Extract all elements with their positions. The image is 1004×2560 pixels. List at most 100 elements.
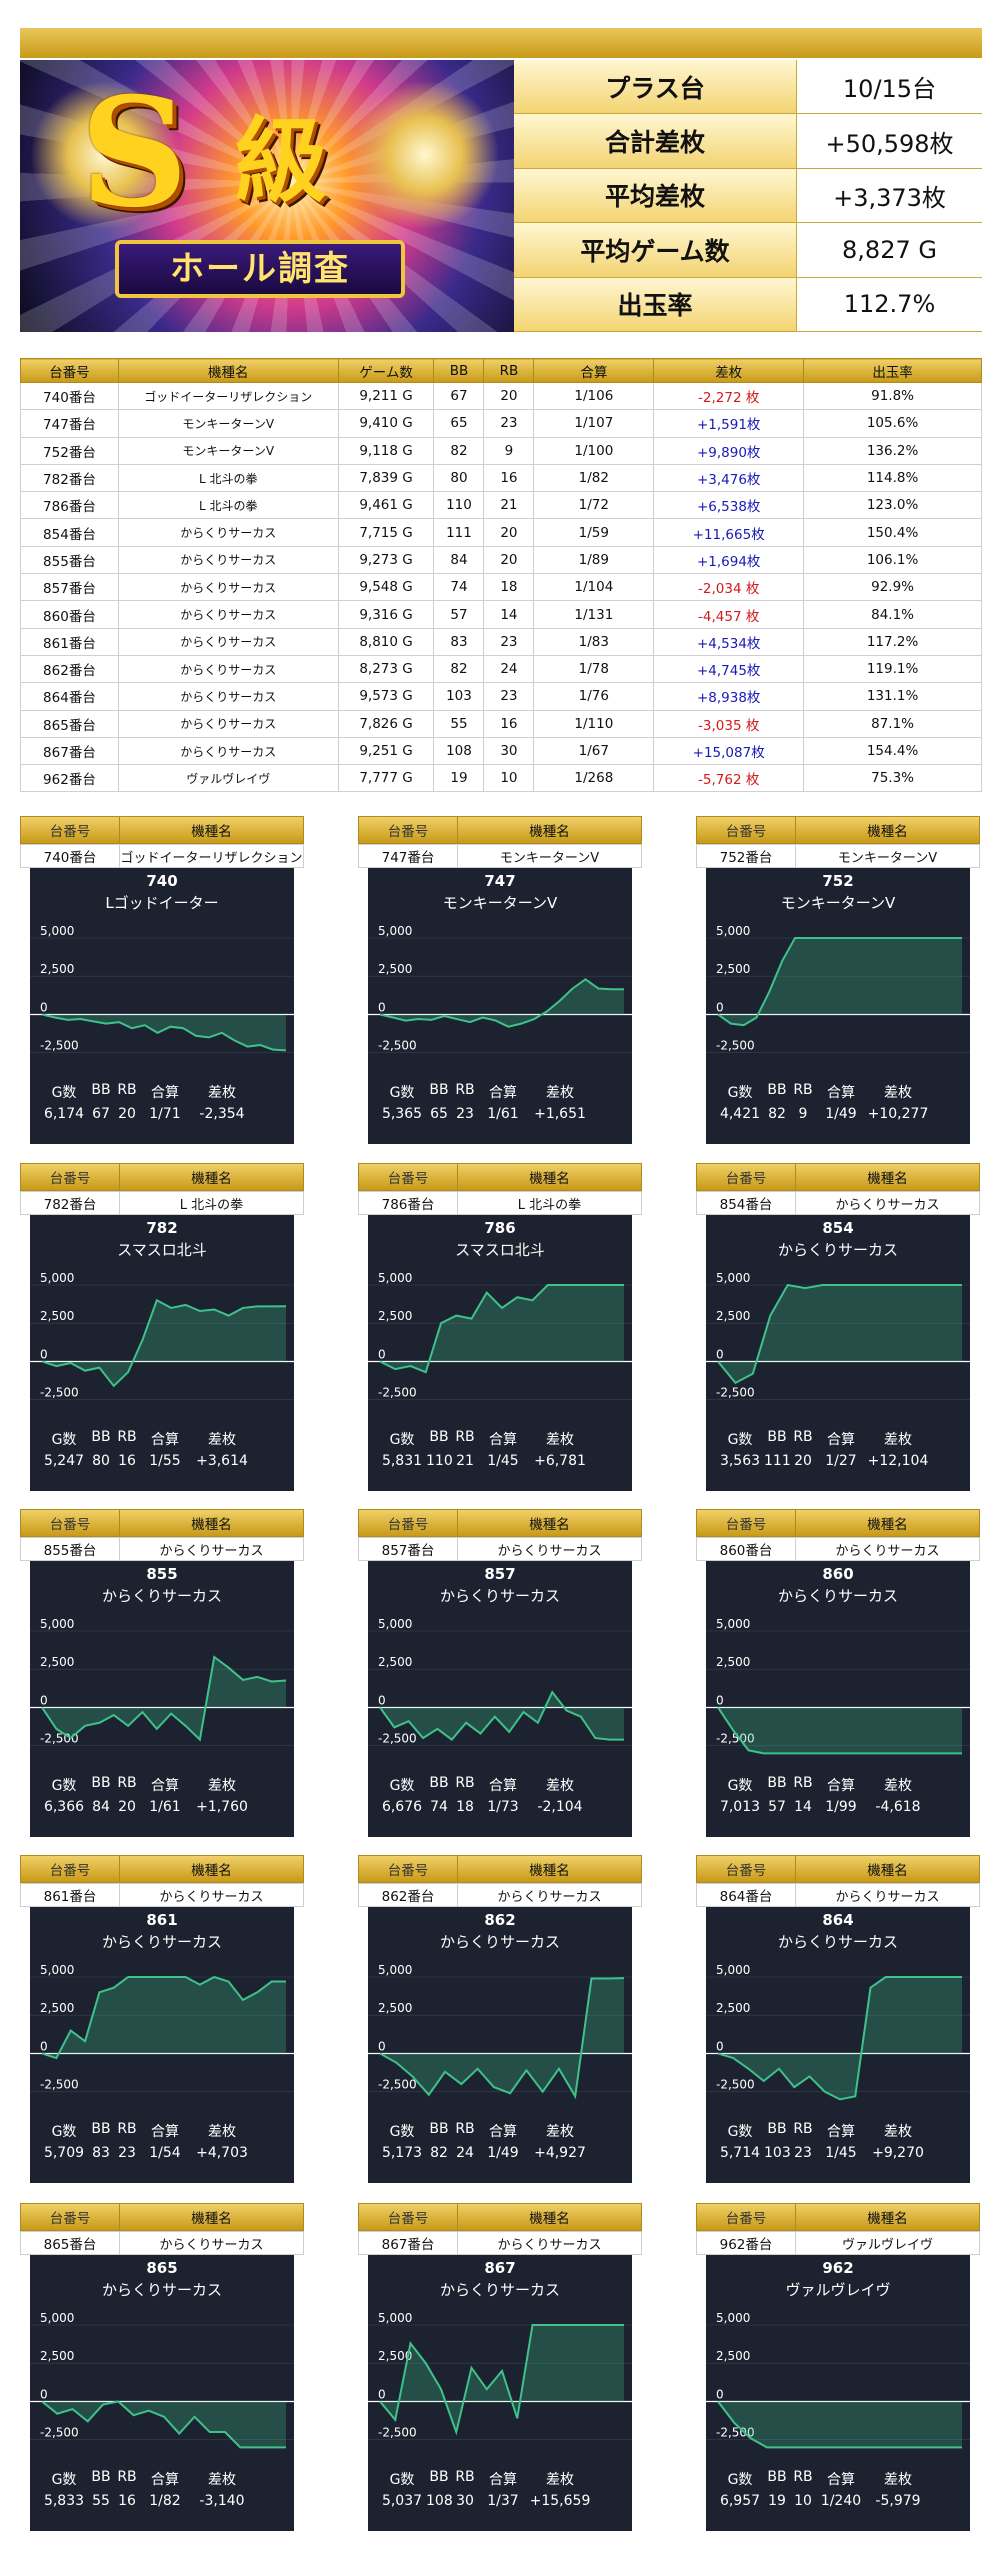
- stat-value: +15,659: [529, 2493, 591, 2509]
- card-header: 台番号 機種名: [358, 2203, 642, 2231]
- stat-header: 差枚: [546, 1085, 574, 1101]
- stat-value: 5,831: [381, 1453, 423, 1469]
- summary-label: 出玉率: [514, 277, 797, 331]
- y-tick-label: 5,000: [716, 924, 750, 938]
- table-cell: 23: [483, 682, 535, 711]
- card-header-model: 機種名: [796, 2203, 980, 2231]
- machine-card: 台番号 機種名 861番台 からくりサーカス 861 からくりサーカス 5,000 2,500…: [20, 1855, 304, 2183]
- stat-header: RB: [793, 2121, 813, 2137]
- card-machine-model: からくりサーカス: [458, 1883, 642, 1907]
- table-cell: -5,762 枚: [653, 764, 805, 793]
- chart-machine-title: からくりサーカス: [101, 1933, 222, 1951]
- stat-header: BB: [429, 1775, 449, 1791]
- stat-value: 5,365: [381, 1106, 423, 1122]
- table-row: 860番台 からくりサーカス 9,316 G 57 14 1/131 -4,457 枚 84.…: [20, 600, 982, 629]
- logo-letter: S: [80, 65, 189, 241]
- table-cell: -3,035 枚: [653, 709, 805, 738]
- table-cell: 108: [433, 736, 485, 766]
- y-tick-label: 0: [40, 2387, 48, 2401]
- stat-value: 103: [764, 2145, 791, 2161]
- table-cell: 752番台: [20, 436, 119, 465]
- slump-chart: 747 モンキーターンV 5,000 2,500 0 -2,500 G数 BB RB 合算 差枚 5,…: [368, 868, 632, 1144]
- series-line: [717, 937, 962, 1027]
- table-cell: 19: [433, 764, 485, 793]
- summary-table: プラス台 10/15台 合計差枚 +50,598枚 平均差枚 +3,373枚 平均ゲーム数 8…: [514, 60, 982, 332]
- y-tick-label: 2,500: [378, 2349, 412, 2363]
- card-info-row: 782番台 L 北斗の拳: [20, 1191, 304, 1215]
- y-tick-label: 0: [378, 2039, 386, 2053]
- chart-machine-number: 854: [822, 1219, 854, 1237]
- y-tick-label: 2,500: [40, 1655, 74, 1669]
- stat-value: 19: [768, 2493, 786, 2509]
- stat-header: 合算: [489, 1432, 517, 1448]
- table-cell: からくりサーカス: [117, 627, 339, 656]
- table-cell: 1/78: [533, 654, 655, 684]
- stat-header: 差枚: [884, 1778, 912, 1794]
- table-cell: 84: [433, 545, 485, 575]
- table-cell: 80: [433, 463, 485, 493]
- column-header: RB: [483, 358, 535, 383]
- table-cell: 1/107: [533, 409, 655, 438]
- stat-header: G数: [727, 1778, 753, 1794]
- area-fill: [718, 938, 962, 1026]
- table-cell: 7,839 G: [337, 463, 435, 493]
- table-cell: モンキーターンV: [117, 436, 339, 465]
- stat-value: 6,957: [719, 2493, 761, 2509]
- card-machine-number: 747番台: [358, 844, 458, 868]
- stat-value: 1/54: [149, 2145, 181, 2161]
- card-header-model: 機種名: [120, 1163, 304, 1191]
- table-row: 867番台 からくりサーカス 9,251 G 108 30 1/67 +15,087枚 154…: [20, 736, 982, 766]
- table-cell: 55: [433, 709, 485, 738]
- card-header-number: 台番号: [20, 1163, 120, 1191]
- card-info-row: 862番台 からくりサーカス: [358, 1883, 642, 1907]
- stat-value: 55: [92, 2493, 110, 2509]
- chart-svg: 5,000 2,500 0 -2,500: [368, 1271, 632, 1401]
- chart-svg: 5,000 2,500 0 -2,500: [706, 2311, 970, 2449]
- chart-machine-number: 861: [146, 1911, 178, 1929]
- y-tick-label: -2,500: [378, 2078, 417, 2092]
- table-cell: +11,665枚: [653, 518, 805, 547]
- table-row: 786番台 L 北斗の拳 9,461 G 110 21 1/72 +6,538枚 123.0%: [20, 491, 982, 520]
- y-tick-label: 0: [716, 2039, 724, 2053]
- stat-value: 24: [456, 2145, 474, 2161]
- stat-header: G数: [51, 1778, 77, 1794]
- stat-header: 差枚: [208, 1778, 236, 1794]
- stat-value: 23: [794, 2145, 812, 2161]
- stat-value: 9: [798, 1106, 808, 1122]
- card-info-row: 860番台 からくりサーカス: [696, 1537, 980, 1561]
- y-tick-label: 2,500: [378, 962, 412, 976]
- y-tick-label: 2,500: [716, 1655, 750, 1669]
- table-cell: 82: [433, 436, 485, 465]
- stat-values: 5,365 65 23 1/61 +1,651: [368, 1106, 632, 1122]
- card-header-model: 機種名: [120, 2203, 304, 2231]
- area-fill: [42, 1977, 286, 2059]
- table-cell: L 北斗の拳: [117, 463, 339, 493]
- card-machine-model: からくりサーカス: [458, 1537, 642, 1561]
- logo-left-wing: [30, 80, 180, 230]
- stat-values: 6,957 19 10 1/240 -5,979: [706, 2493, 970, 2509]
- card-header-model: 機種名: [458, 1855, 642, 1883]
- card-header-number: 台番号: [358, 1163, 458, 1191]
- stat-values: 7,013 57 14 1/99 -4,618: [706, 1799, 970, 1815]
- card-info-row: 864番台 からくりサーカス: [696, 1883, 980, 1907]
- stat-header: 合算: [489, 1778, 517, 1794]
- chart-machine-title: からくりサーカス: [439, 1933, 560, 1951]
- table-row: 862番台 からくりサーカス 8,273 G 82 24 1/78 +4,745枚 119.1…: [20, 654, 982, 684]
- card-header: 台番号 機種名: [358, 1163, 642, 1191]
- table-cell: 7,777 G: [337, 764, 435, 793]
- table-cell: -4,457 枚: [653, 600, 805, 629]
- y-tick-label: -2,500: [716, 1039, 755, 1053]
- card-header: 台番号 機種名: [358, 1855, 642, 1883]
- stat-header: G数: [389, 1778, 415, 1794]
- machine-card: 台番号 機種名 867番台 からくりサーカス 867 からくりサーカス 5,000 2,500…: [358, 2203, 642, 2531]
- card-header: 台番号 機種名: [20, 816, 304, 844]
- chart-machine-title: スマスロ北斗: [455, 1241, 545, 1259]
- stat-header: BB: [91, 1429, 111, 1445]
- stat-value: 20: [118, 1106, 136, 1122]
- chart-svg: 5,000 2,500 0 -2,500: [706, 1963, 970, 2101]
- card-header-number: 台番号: [20, 1855, 120, 1883]
- card-header-number: 台番号: [358, 816, 458, 844]
- stat-headers: G数 BB RB 合算 差枚: [706, 1429, 970, 1449]
- machine-card: 台番号 機種名 864番台 からくりサーカス 864 からくりサーカス 5,000 2,500…: [696, 1855, 980, 2183]
- table-cell: 91.8%: [803, 381, 982, 411]
